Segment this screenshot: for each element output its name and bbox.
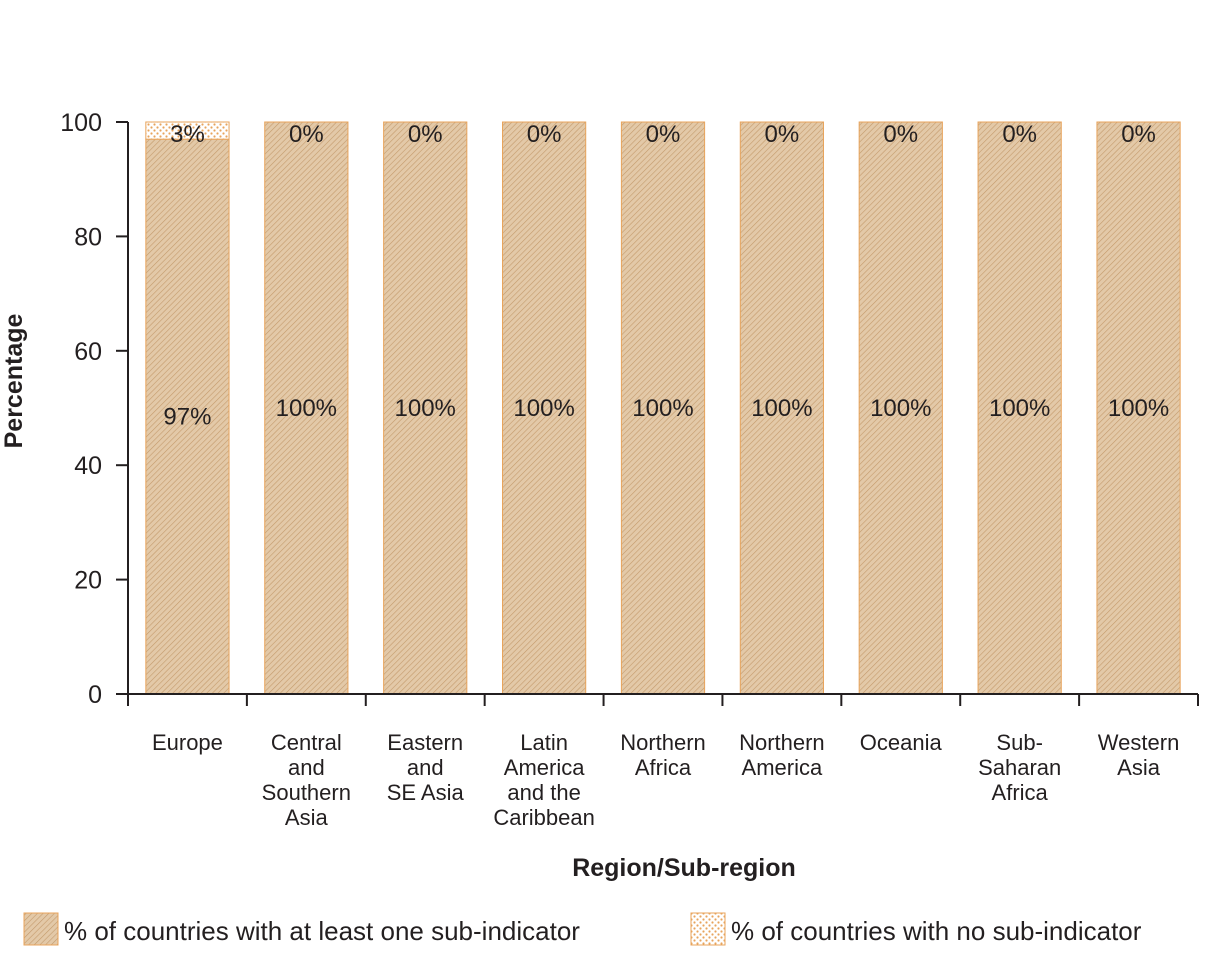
data-label-at-least-one: 100%: [989, 395, 1050, 422]
data-label-at-least-one: 97%: [163, 404, 211, 431]
y-axis-ticks: 0 20 40 60 80 100: [60, 109, 128, 709]
y-tick-label: 60: [74, 338, 102, 366]
bar-at-least-one: [1096, 121, 1181, 695]
axes: [127, 122, 1198, 695]
x-category-label: Europe: [152, 730, 223, 755]
data-label-no-sub-indicator: 0%: [1002, 121, 1037, 148]
bar-at-least-one: [383, 121, 468, 695]
bar-data-labels: 97% 3% 100% 0% 100% 0% 100% 0% 100% 0% 100% 0% 100% 0…: [163, 121, 1169, 431]
x-category-label: Eastern and SE Asia: [387, 730, 465, 805]
data-label-at-least-one: 100%: [513, 395, 574, 422]
bar-at-least-one: [502, 121, 587, 695]
x-category-label: Western Asia: [1098, 730, 1180, 780]
data-label-no-sub-indicator: 3%: [170, 121, 205, 148]
x-category-label: Latin America and the Caribbean: [493, 730, 595, 830]
data-label-no-sub-indicator: 0%: [527, 121, 562, 148]
x-axis-title: Region/Sub-region: [572, 854, 796, 882]
bar-at-least-one: [977, 121, 1062, 695]
x-category-label: Oceania: [860, 730, 943, 755]
data-label-at-least-one: 100%: [276, 395, 337, 422]
y-tick-label: 100: [60, 109, 102, 137]
data-label-no-sub-indicator: 0%: [289, 121, 324, 148]
bar-at-least-one: [145, 138, 230, 695]
x-axis-ticks: Europe Central and Southern Asia Eastern and SE…: [127, 694, 1199, 830]
legend-swatch-at-least-one: [23, 912, 59, 946]
x-category-label: Sub-Saharan Africa: [978, 730, 1061, 805]
x-category-label: Northern America: [739, 730, 825, 780]
x-category-label: Central and Southern Asia: [262, 730, 351, 830]
legend-swatch-no-sub-indicator: [690, 912, 726, 946]
y-tick-label: 20: [74, 567, 102, 595]
data-label-at-least-one: 100%: [870, 395, 931, 422]
data-label-no-sub-indicator: 0%: [408, 121, 443, 148]
legend-label-no-sub-indicator: % of countries with no sub-indicator: [731, 916, 1142, 946]
bar-at-least-one: [858, 121, 943, 695]
legend: % of countries with at least one sub-ind…: [23, 912, 1142, 946]
bar-at-least-one: [264, 121, 349, 695]
y-axis-title: Percentage: [0, 314, 28, 449]
legend-label-at-least-one: % of countries with at least one sub-ind…: [64, 916, 580, 946]
data-label-no-sub-indicator: 0%: [646, 121, 681, 148]
y-tick-label: 80: [74, 223, 102, 251]
x-category-label: Northern Africa: [620, 730, 706, 780]
y-tick-label: 40: [74, 452, 102, 480]
data-label-no-sub-indicator: 0%: [883, 121, 918, 148]
data-label-no-sub-indicator: 0%: [765, 121, 800, 148]
data-label-at-least-one: 100%: [395, 395, 456, 422]
data-label-no-sub-indicator: 0%: [1121, 121, 1156, 148]
y-tick-label: 0: [88, 681, 102, 709]
bar-no-sub-indicator: [145, 121, 230, 140]
data-label-at-least-one: 100%: [1108, 395, 1169, 422]
bars: [145, 121, 1181, 695]
data-label-at-least-one: 100%: [751, 395, 812, 422]
data-label-at-least-one: 100%: [632, 395, 693, 422]
